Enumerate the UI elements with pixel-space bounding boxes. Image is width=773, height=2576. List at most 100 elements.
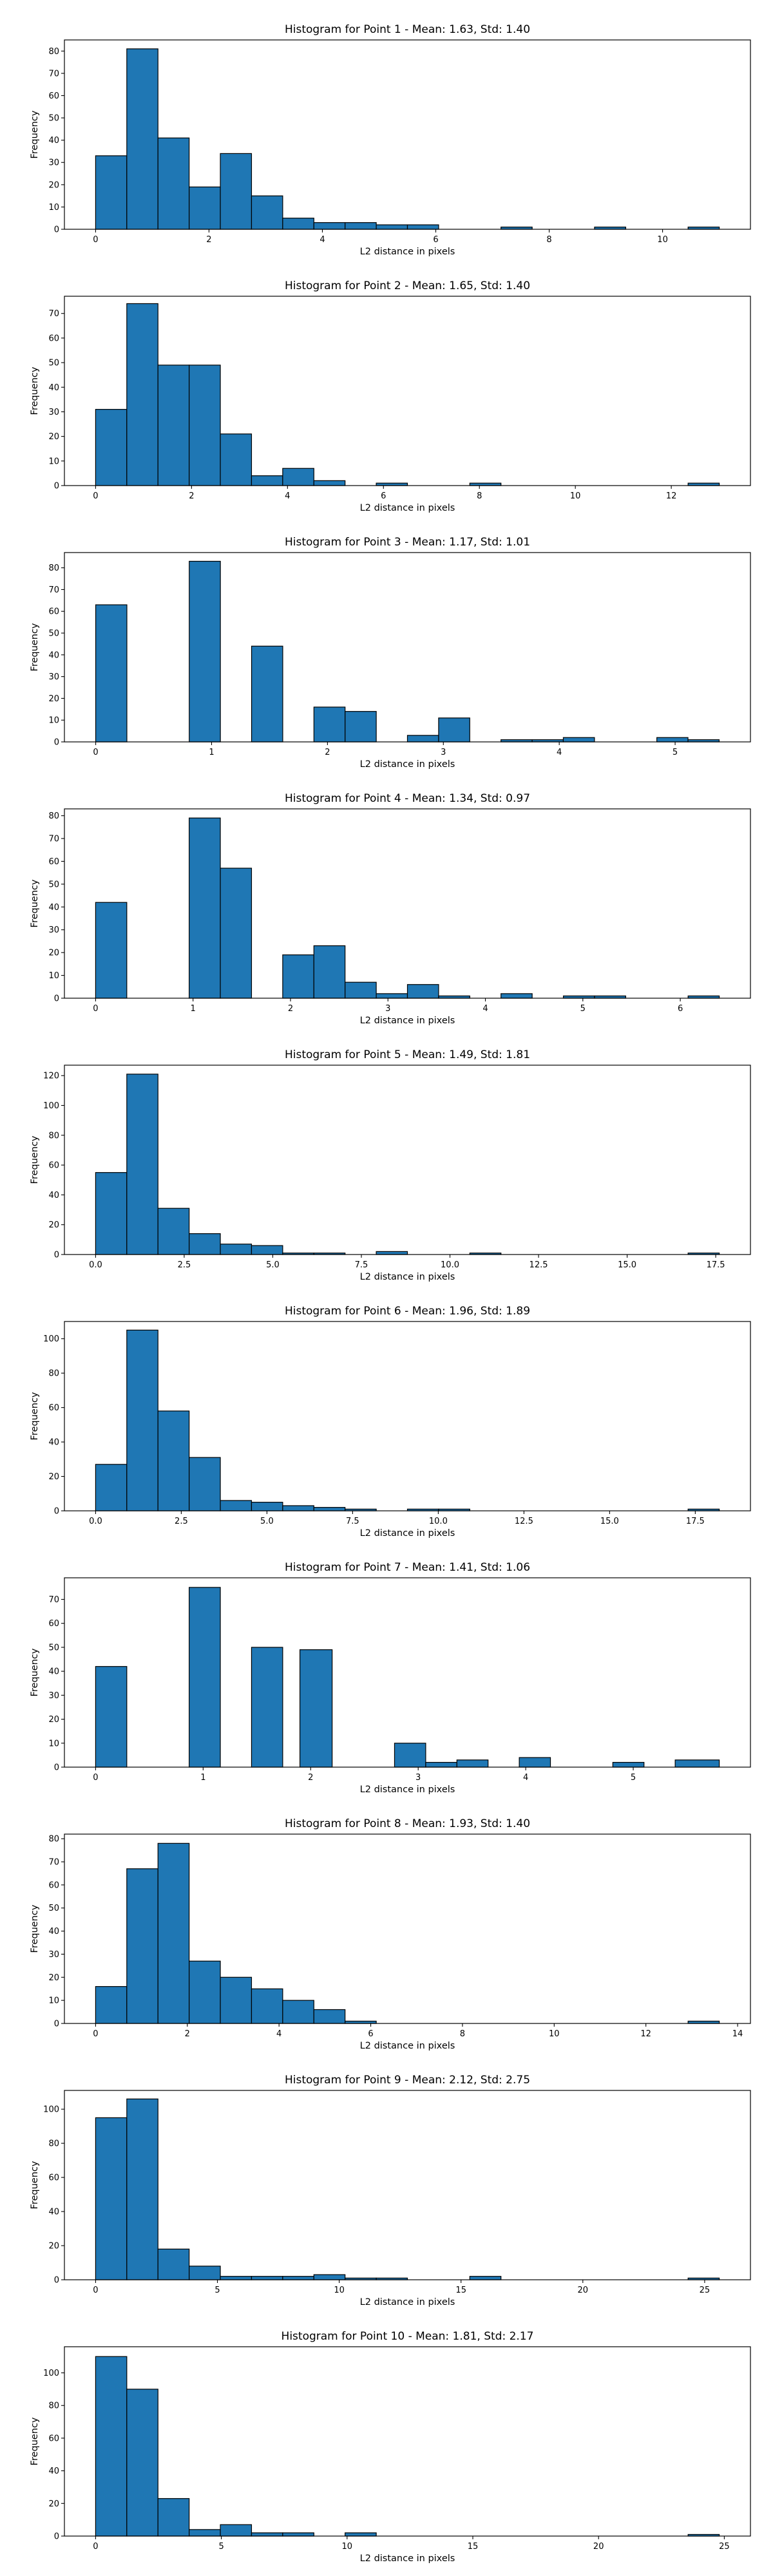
chart-8-x-tick-label: 0 [93, 2029, 98, 2039]
chart-10-bar-4 [189, 2529, 221, 2537]
chart-1-y-tick-label: 70 [48, 69, 59, 79]
chart-8-x-tick-label: 10 [549, 2029, 560, 2039]
chart-3-x-tick-label: 0 [93, 748, 98, 757]
chart-6-y-tick-label: 80 [48, 1369, 59, 1379]
chart-6-x-tick-label: 15.0 [600, 1517, 619, 1526]
chart-3-y-tick-label: 50 [48, 629, 59, 639]
chart-1-y-tick-label: 60 [48, 91, 59, 101]
chart-1-bar-9 [345, 222, 377, 230]
chart-3-bar-19 [656, 737, 689, 743]
chart-3-x-tick-label: 4 [557, 748, 562, 757]
chart-9-bar-4 [189, 2266, 221, 2280]
chart-3-x-tick-label: 1 [209, 748, 214, 757]
chart-9-bar-1 [95, 2117, 128, 2280]
chart-4: Histogram for Point 4 - Mean: 1.34, Std:… [30, 792, 751, 1026]
chart-2-title: Histogram for Point 2 - Mean: 1.65, Std:… [285, 279, 530, 292]
chart-3-bar-6 [251, 645, 283, 743]
chart-10-y-tick-label: 0 [54, 2532, 59, 2542]
chart-1-x-tick-label: 8 [546, 235, 551, 245]
chart-1-x-tick-label: 2 [206, 235, 211, 245]
chart-6-x-tick-label: 17.5 [686, 1517, 705, 1526]
chart-4-bar-9 [345, 981, 377, 999]
chart-10-y-axis-label: Frequency [30, 2417, 40, 2465]
chart-9-y-tick-label: 80 [48, 2139, 59, 2149]
chart-8-x-tick-label: 12 [640, 2029, 651, 2039]
chart-5-y-tick-label: 40 [48, 1191, 59, 1200]
chart-8-x-tick-label: 4 [276, 2029, 282, 2039]
chart-2-y-tick-label: 20 [48, 432, 59, 442]
chart-5-y-tick-label: 100 [43, 1101, 59, 1111]
chart-1-x-tick-label: 0 [93, 235, 98, 245]
chart-3-bar-16 [562, 737, 595, 743]
chart-5-x-tick-label: 5.0 [266, 1260, 280, 1270]
chart-6-bar-4 [189, 1457, 221, 1511]
chart-9-x-tick-label: 0 [93, 2286, 98, 2295]
chart-3-y-tick-label: 80 [48, 564, 59, 573]
chart-8-y-tick-label: 70 [48, 1858, 59, 1868]
chart-9-title: Histogram for Point 9 - Mean: 2.12, Std:… [285, 2074, 530, 2087]
chart-3-bar-8 [313, 706, 346, 743]
chart-3-plot-frame [64, 552, 751, 743]
chart-4-y-tick-label: 40 [48, 903, 59, 913]
chart-2-plot-frame [64, 296, 751, 486]
chart-3-bar-11 [406, 735, 439, 743]
chart-1-bar-2 [126, 48, 158, 230]
chart-5-x-tick-label: 2.5 [178, 1260, 191, 1270]
chart-1-bar-5 [220, 153, 253, 230]
chart-9-y-tick-label: 40 [48, 2208, 59, 2217]
chart-9-bar-6 [251, 2276, 283, 2280]
chart-1-y-tick-label: 50 [48, 114, 59, 124]
chart-1-x-tick-label: 6 [433, 235, 438, 245]
chart-6-y-tick-label: 60 [48, 1403, 59, 1413]
chart-9-y-tick-label: 100 [43, 2105, 59, 2115]
chart-7-bar-4 [189, 1587, 221, 1768]
chart-4-y-tick-label: 0 [54, 994, 59, 1004]
chart-7-bar-1 [95, 1666, 128, 1768]
chart-5-bar-2 [126, 1074, 158, 1255]
chart-2-x-tick-label: 10 [570, 491, 581, 501]
chart-4-y-tick-label: 70 [48, 835, 59, 844]
chart-10-y-tick-label: 20 [48, 2499, 59, 2509]
chart-4-bar-10 [376, 993, 408, 999]
chart-10: Histogram for Point 10 - Mean: 1.81, Std… [30, 2330, 751, 2564]
chart-1-x-axis-label: L2 distance in pixels [360, 247, 455, 257]
chart-1-y-tick-label: 10 [48, 203, 59, 213]
chart-10-y-tick-label: 80 [48, 2401, 59, 2411]
chart-5-bar-3 [157, 1208, 190, 1255]
chart-7-x-tick-label: 4 [523, 1773, 528, 1783]
chart-5-y-tick-label: 60 [48, 1161, 59, 1171]
chart-6-x-tick-label: 12.5 [515, 1517, 533, 1526]
chart-2-y-tick-label: 40 [48, 383, 59, 393]
chart-5-x-tick-label: 15.0 [618, 1260, 636, 1270]
chart-9-bar-8 [313, 2274, 346, 2280]
chart-5-x-axis-label: L2 distance in pixels [360, 1272, 455, 1282]
chart-9-bar-2 [126, 2098, 158, 2280]
chart-4-title: Histogram for Point 4 - Mean: 1.34, Std:… [285, 792, 530, 805]
chart-5-bar-5 [220, 1244, 253, 1255]
chart-8-plot-frame [64, 1833, 751, 2024]
chart-2-bar-1 [95, 409, 128, 486]
chart-3-y-tick-label: 20 [48, 694, 59, 704]
chart-7-x-tick-label: 3 [415, 1773, 421, 1783]
chart-4-x-tick-label: 2 [288, 1004, 293, 1014]
chart-9-bar-7 [282, 2276, 314, 2280]
chart-4-y-axis-label: Frequency [30, 879, 40, 927]
chart-4-y-tick-label: 20 [48, 949, 59, 958]
chart-1-title: Histogram for Point 1 - Mean: 1.63, Std:… [285, 23, 530, 36]
chart-2-y-tick-label: 10 [48, 457, 59, 466]
chart-7-y-tick-label: 50 [48, 1643, 59, 1653]
chart-8-bar-4 [189, 1960, 221, 2024]
chart-10-plot-frame [64, 2346, 751, 2537]
chart-2-y-tick-label: 50 [48, 359, 59, 368]
chart-3-y-axis-label: Frequency [30, 623, 40, 671]
chart-1-bar-3 [157, 137, 190, 230]
chart-9-x-axis-label: L2 distance in pixels [360, 2297, 455, 2307]
chart-9-x-tick-label: 10 [334, 2286, 345, 2295]
chart-10-x-tick-label: 15 [468, 2542, 479, 2552]
chart-3-bar-9 [345, 711, 377, 743]
chart-9-x-tick-label: 5 [215, 2286, 220, 2295]
chart-2-bar-6 [251, 475, 283, 486]
chart-7-bar-12 [425, 1761, 457, 1768]
chart-5-bar-4 [189, 1233, 221, 1255]
